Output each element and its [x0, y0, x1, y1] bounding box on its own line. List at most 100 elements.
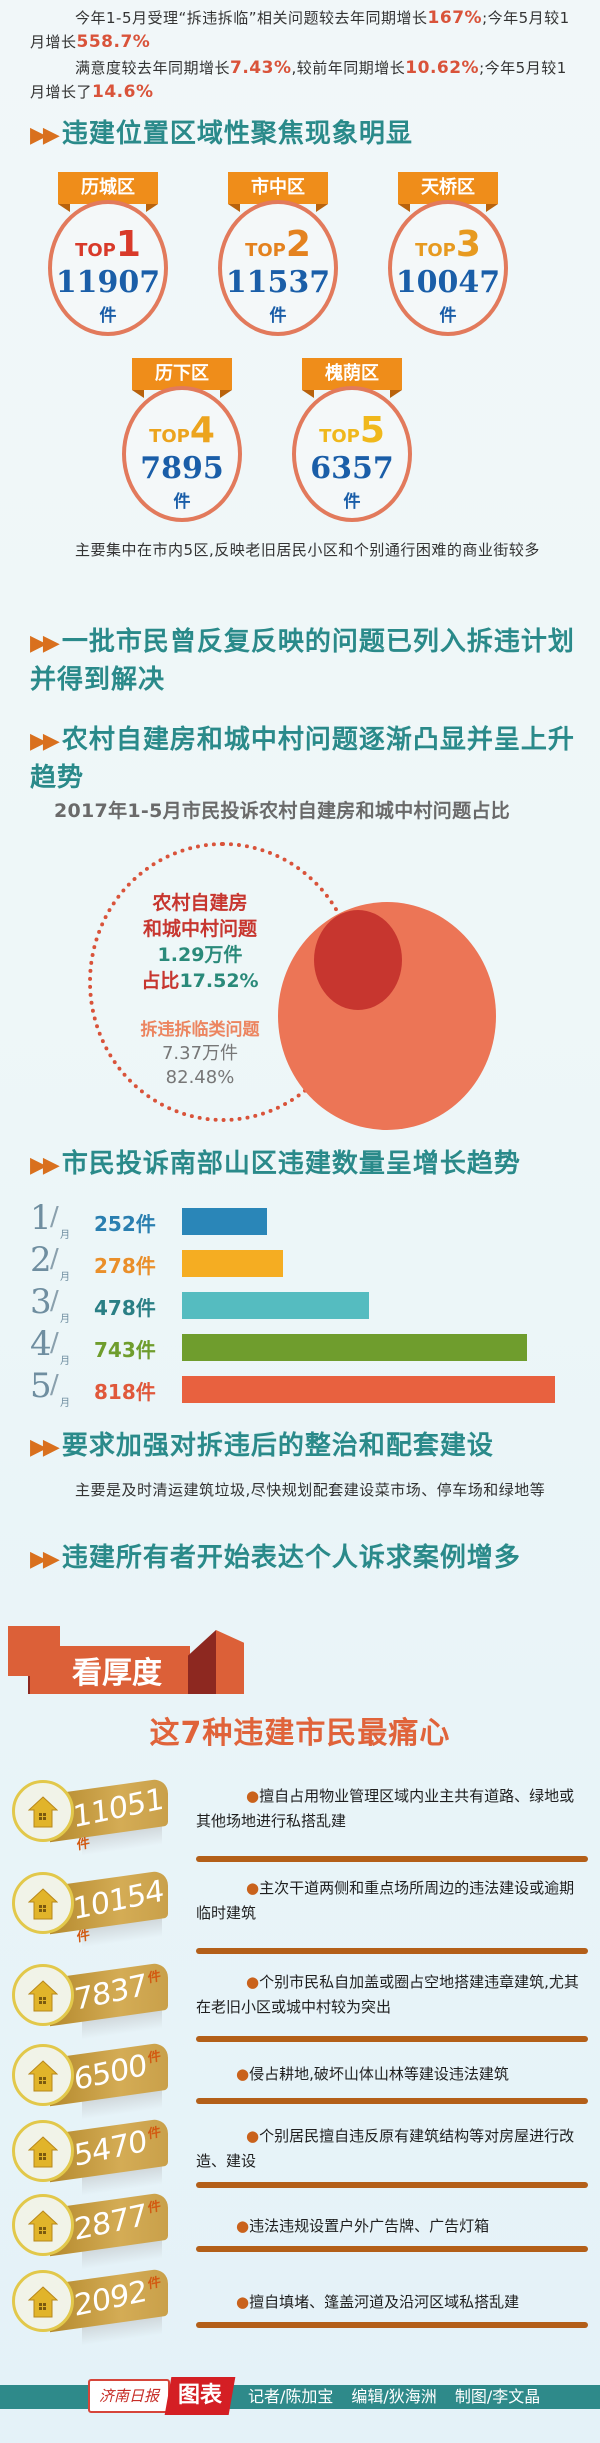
pain-description: ●擅自填堵、篷盖河道及沿河区域私搭乱建 — [236, 2293, 520, 2311]
banner-right-dark — [188, 1630, 216, 1694]
pain-item-5: 5470件 ●个别居民擅自违反原有建筑结构等对房屋进行改造、建设 — [0, 2116, 600, 2204]
district-count: 6357 — [310, 451, 394, 486]
bar-may — [182, 1376, 555, 1403]
bar-jan — [182, 1208, 267, 1235]
pain-description: ●个别市民私自加盖或圈占空地搭建违章建筑,尤其在老旧小区或城中村较为突出 — [196, 1973, 579, 2016]
pain-item-2: 10154件 ●主次干道两侧和重点场所周边的违法建设或逾期临时建筑 — [0, 1868, 600, 1956]
district-medal-3: 天桥区 TOP3 10047 件 — [388, 172, 508, 336]
pain-description: ●违法违规设置户外广告牌、广告灯箱 — [236, 2217, 490, 2235]
double-arrow-icon: ▶▶ — [30, 729, 60, 754]
depth-title: 这7种违建市民最痛心 — [149, 1716, 451, 1751]
bar-value: 743件 — [94, 1338, 156, 1362]
section-heading-location: ▶▶ 违建位置区域性聚焦现象明显 — [30, 116, 413, 154]
double-arrow-icon: ▶▶ — [30, 123, 60, 148]
reporter-credit: 记者/陈加宝 — [248, 2387, 334, 2406]
intro-text: 满意度较去年同期增长 — [75, 59, 231, 77]
chart-tag-text: 图表 — [177, 2383, 222, 2408]
bar-feb — [182, 1250, 283, 1277]
depth-banner: 看厚度 — [8, 1626, 248, 1696]
bar-value: 818件 — [94, 1380, 156, 1404]
bar-mar — [182, 1292, 369, 1319]
rural-label-line1: 农村自建房 — [152, 892, 248, 914]
stat-highlight: 14.6% — [92, 82, 154, 102]
house-icon — [12, 2194, 74, 2256]
intro-paragraph-2: 满意度较去年同期增长7.43%,较前年同期增长10.62%;今年5月较1月增长了… — [30, 56, 575, 104]
district-name: 市中区 — [228, 172, 328, 212]
medal-ring: TOP3 10047 件 — [388, 200, 508, 336]
bar-value: 252件 — [94, 1212, 156, 1236]
slash-divider: / — [50, 1244, 59, 1274]
double-arrow-icon: ▶▶ — [30, 1153, 60, 1178]
district-name: 历城区 — [58, 172, 158, 212]
stat-highlight: 167% — [427, 8, 483, 28]
intro-text: ;今年5月较1月增长 — [30, 9, 570, 51]
heading-text: 违建位置区域性聚焦现象明显 — [61, 119, 413, 149]
demolition-label: 拆违拆临类问题 7.37万件 82.48% — [120, 1018, 280, 1090]
district-count: 11907 — [55, 265, 161, 300]
rank-label: TOP1 — [75, 224, 141, 265]
month-char: 月 — [60, 1398, 70, 1409]
month-number: 3 — [30, 1282, 52, 1322]
heading-text: 一批市民曾反复反映的问题已列入拆违计划并得到解决 — [30, 627, 575, 695]
district-medal-5: 槐荫区 TOP5 6357 件 — [292, 358, 412, 522]
bar-row-apr: 4/月 743件 — [30, 1324, 590, 1368]
bullet-icon: ● — [246, 1879, 260, 1897]
medal-ring: TOP1 11907 件 — [48, 200, 168, 336]
house-icon — [12, 2270, 74, 2332]
stat-highlight: 10.62% — [405, 58, 480, 78]
count-badge: 7837件 — [12, 1961, 172, 2040]
month-char: 月 — [60, 1272, 70, 1283]
house-icon — [12, 1964, 74, 2026]
demolition-value: 7.37万件 — [161, 1043, 239, 1064]
slash-divider: / — [50, 1328, 59, 1358]
bullet-icon: ● — [246, 2127, 260, 2145]
intro-paragraph-1: 今年1-5月受理“拆违拆临”相关问题较去年同期增长167%;今年5月较1月增长5… — [30, 6, 575, 54]
intro-text: 今年1-5月受理“拆违拆临”相关问题较去年同期增长 — [75, 9, 428, 27]
divider-line — [196, 2098, 588, 2104]
district-count: 7895 — [140, 451, 224, 486]
stat-highlight: 7.43% — [230, 58, 292, 78]
demolition-pct: 82.48% — [165, 1067, 235, 1088]
section-heading-rural: ▶▶ 农村自建房和城中村问题逐渐凸显并呈上升趋势 — [30, 722, 590, 796]
count-badge: 10154件 — [12, 1869, 172, 1948]
district-medal-4: 历下区 TOP4 7895 件 — [122, 358, 242, 522]
house-icon — [12, 2044, 74, 2106]
slash-divider: / — [50, 1202, 59, 1232]
month-char: 月 — [60, 1230, 70, 1241]
month-char: 月 — [60, 1356, 70, 1367]
pain-item-3: 7837件 ●个别市民私自加盖或圈占空地搭建违章建筑,尤其在老旧小区或城中村较为… — [0, 1960, 600, 2048]
small-bubble-rural — [314, 910, 402, 1010]
count-badge: 5470件 — [12, 2117, 172, 2196]
divider-line — [196, 1856, 588, 1862]
pie-title: 2017年1-5月市民投诉农村自建房和城中村问题占比 — [54, 800, 511, 822]
district-name: 槐荫区 — [302, 358, 402, 398]
district-name: 天桥区 — [398, 172, 498, 212]
count-unit: 件 — [269, 306, 287, 326]
chart-tag: 图表 — [164, 2377, 236, 2415]
district-medal-1: 历城区 TOP1 11907 件 — [48, 172, 168, 336]
slash-divider: / — [50, 1286, 59, 1316]
stat-highlight: 558.7% — [76, 32, 151, 52]
bar-row-mar: 3/月 478件 — [30, 1282, 590, 1326]
count-unit: 件 — [99, 306, 117, 326]
rural-value: 1.29万件 — [157, 944, 243, 966]
rank-label: TOP5 — [319, 410, 385, 451]
bar-apr — [182, 1334, 527, 1361]
medal-ring: TOP5 6357 件 — [292, 386, 412, 522]
rank-label: TOP3 — [415, 224, 481, 265]
section-heading-mountain: ▶▶ 市民投诉南部山区违建数量呈增长趋势 — [30, 1146, 521, 1184]
bullet-icon: ● — [236, 2217, 250, 2235]
house-icon — [12, 1872, 74, 1934]
divider-line — [196, 2182, 588, 2188]
banner-main — [30, 1646, 190, 1694]
section-heading-resolved: ▶▶ 一批市民曾反复反映的问题已列入拆违计划并得到解决 — [30, 624, 590, 698]
paper-logo: 济南日报 — [88, 2379, 170, 2413]
bar-row-jan: 1/月 252件 — [30, 1198, 590, 1242]
rank-label: TOP4 — [149, 410, 215, 451]
district-note: 主要集中在市内5区,反映老旧居民小区和个别通行困难的商业街较多 — [75, 541, 540, 559]
month-number: 2 — [30, 1240, 52, 1280]
section-heading-rebuild: ▶▶ 要求加强对拆违后的整治和配套建设 — [30, 1428, 494, 1466]
section-heading-appeals: ▶▶ 违建所有者开始表达个人诉求案例增多 — [30, 1540, 521, 1578]
bullet-icon: ● — [236, 2293, 250, 2311]
double-arrow-icon: ▶▶ — [30, 631, 60, 656]
